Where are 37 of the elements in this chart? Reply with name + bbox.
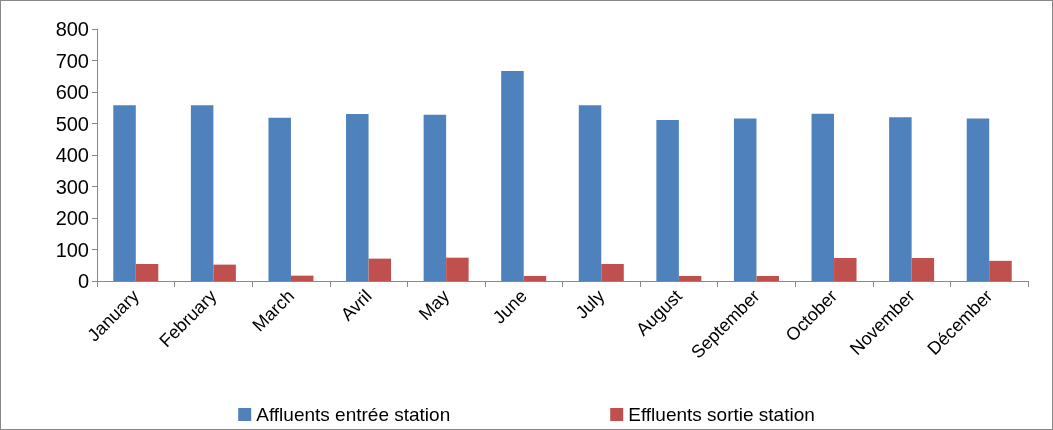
y-tick-label: 700 bbox=[55, 49, 89, 72]
bar bbox=[213, 264, 236, 281]
bar bbox=[423, 114, 447, 281]
bar bbox=[446, 257, 469, 281]
bar bbox=[501, 70, 524, 281]
bar bbox=[190, 105, 214, 281]
y-tick-label: 800 bbox=[55, 18, 89, 40]
bar bbox=[889, 117, 912, 281]
bar bbox=[268, 117, 291, 281]
y-tick-label: 300 bbox=[55, 175, 89, 198]
y-tick-label: 0 bbox=[77, 270, 89, 292]
bar bbox=[113, 105, 136, 281]
bar bbox=[811, 113, 835, 281]
bar bbox=[135, 263, 159, 281]
y-tick-label: 600 bbox=[55, 81, 89, 103]
bar bbox=[834, 258, 857, 281]
bar bbox=[368, 258, 392, 281]
legend-label: Affluents entrée station bbox=[256, 404, 451, 425]
legend-label: Effluents sortie station bbox=[628, 404, 815, 425]
bar bbox=[290, 275, 314, 281]
bar bbox=[346, 114, 369, 281]
x-tick-label: July bbox=[571, 285, 609, 323]
bar bbox=[578, 105, 602, 281]
y-tick-label: 400 bbox=[55, 144, 89, 166]
y-tick-label: 100 bbox=[55, 238, 89, 261]
bar bbox=[523, 275, 547, 281]
bar bbox=[989, 260, 1012, 281]
bar bbox=[601, 263, 624, 281]
y-tick-label: 500 bbox=[55, 112, 89, 135]
bar bbox=[733, 118, 757, 281]
bar bbox=[678, 275, 702, 281]
bar bbox=[911, 258, 935, 281]
bar bbox=[656, 120, 679, 281]
x-tick-label: May bbox=[415, 285, 454, 325]
bar bbox=[756, 275, 779, 281]
bar bbox=[966, 118, 990, 281]
y-tick-label: 200 bbox=[55, 207, 89, 229]
